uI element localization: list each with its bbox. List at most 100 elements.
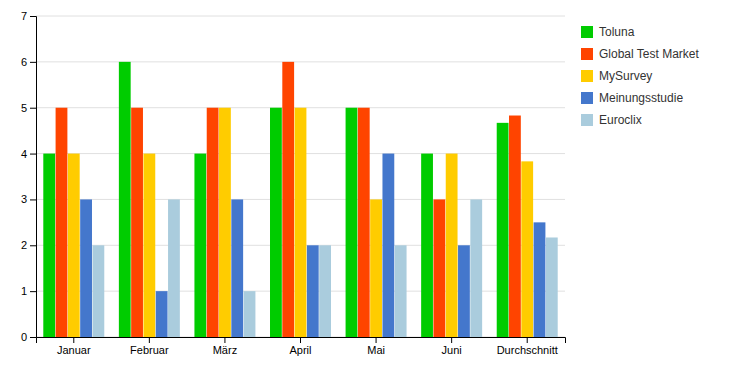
bar [43, 154, 55, 337]
bar [307, 245, 319, 337]
bar-series [56, 62, 521, 337]
legend-swatch [581, 48, 593, 60]
bar [346, 108, 358, 337]
bar [270, 108, 282, 337]
bar [244, 291, 256, 337]
legend-item: Toluna [581, 25, 635, 39]
x-tick-label: Januar [57, 344, 91, 356]
x-tick: Durchschnitt [497, 337, 558, 356]
y-tick: 3 [21, 193, 36, 205]
x-axis: Januar Februar März April Mai Juni Durchschnit… [37, 337, 566, 356]
bar [68, 154, 80, 337]
y-tick-label: 7 [21, 10, 27, 22]
bar [370, 199, 382, 337]
y-tick-mark [30, 291, 36, 292]
bar [156, 291, 168, 337]
grid [36, 16, 565, 337]
legend-item: Meinungsstudie [581, 91, 683, 105]
bar [143, 154, 155, 337]
legend-swatch [581, 70, 593, 82]
x-axis-line [37, 338, 566, 344]
legend-label: MySurvey [599, 69, 652, 83]
y-tick-label: 2 [21, 239, 27, 251]
bar [358, 108, 370, 337]
y-tick: 4 [21, 148, 36, 160]
y-tick-mark [30, 199, 36, 200]
bar [382, 154, 394, 337]
bar-series [43, 62, 508, 337]
x-tick-label: Mai [367, 344, 385, 356]
x-tick: Mai [367, 337, 385, 356]
y-tick: 1 [21, 285, 36, 297]
y-tick-label: 0 [21, 331, 27, 343]
bar [421, 154, 433, 337]
plot: 0 1 2 3 4 5 6 7 Januar Februar März April Mai Juni Dur… [21, 10, 566, 356]
bar [168, 199, 180, 337]
x-tick-mark [224, 337, 225, 343]
x-tick: Februar [130, 337, 169, 356]
x-tick-mark [451, 337, 452, 343]
x-tick-mark [149, 337, 150, 343]
legend-item: Euroclix [581, 113, 642, 127]
x-tick: Juni [442, 337, 462, 356]
y-tick: 2 [21, 239, 36, 251]
bar [92, 245, 104, 337]
x-tick: April [289, 337, 311, 356]
x-tick: Januar [57, 337, 91, 356]
bar [534, 222, 546, 337]
legend-swatch [581, 26, 593, 38]
x-tick-label: Durchschnitt [497, 344, 558, 356]
y-tick-label: 5 [21, 102, 27, 114]
bar [119, 62, 131, 337]
legend-swatch [581, 114, 593, 126]
y-tick-mark [30, 62, 36, 63]
y-tick-mark [30, 16, 36, 17]
bar [509, 116, 521, 337]
y-tick-mark [30, 108, 36, 109]
y-axis-line [30, 17, 37, 338]
bar-series [80, 154, 545, 337]
bar [80, 199, 92, 337]
x-tick-mark [527, 337, 528, 343]
bars [43, 62, 557, 337]
grid-line [36, 61, 565, 62]
bar [56, 108, 68, 337]
x-tick-label: Februar [130, 344, 169, 356]
bar [131, 108, 143, 337]
y-tick-mark [30, 245, 36, 246]
bar [446, 154, 458, 337]
legend-label: Meinungsstudie [599, 91, 683, 105]
y-tick-mark [30, 337, 36, 338]
y-tick-label: 3 [21, 193, 27, 205]
bar-series [68, 108, 533, 337]
x-tick-label: Juni [442, 344, 462, 356]
y-tick-mark [30, 154, 36, 155]
bar [458, 245, 470, 337]
legend-label: Toluna [599, 25, 635, 39]
bar [295, 108, 307, 337]
legend-item: MySurvey [581, 69, 652, 83]
legend: TolunaGlobal Test MarketMySurveyMeinungs… [581, 25, 699, 127]
bar [219, 108, 231, 337]
legend-swatch [581, 92, 593, 104]
bar [470, 199, 482, 337]
y-tick: 7 [21, 10, 36, 22]
x-tick-mark [73, 337, 74, 343]
bar [433, 199, 445, 337]
y-tick: 6 [21, 56, 36, 68]
bar [282, 62, 294, 337]
y-tick: 5 [21, 102, 36, 114]
grid-line [36, 16, 565, 17]
x-tick-label: März [213, 344, 237, 356]
chart: 0 1 2 3 4 5 6 7 Januar Februar März April Mai Juni Dur… [0, 0, 730, 369]
bar [497, 123, 509, 337]
x-tick: März [213, 337, 237, 356]
x-tick-mark [376, 337, 377, 343]
y-tick-label: 1 [21, 285, 27, 297]
y-tick-label: 4 [21, 148, 27, 160]
bar [207, 108, 219, 337]
bar-series [92, 199, 557, 337]
y-axis: 0 1 2 3 4 5 6 7 [21, 10, 37, 343]
bar [231, 199, 243, 337]
y-tick: 0 [21, 331, 36, 343]
